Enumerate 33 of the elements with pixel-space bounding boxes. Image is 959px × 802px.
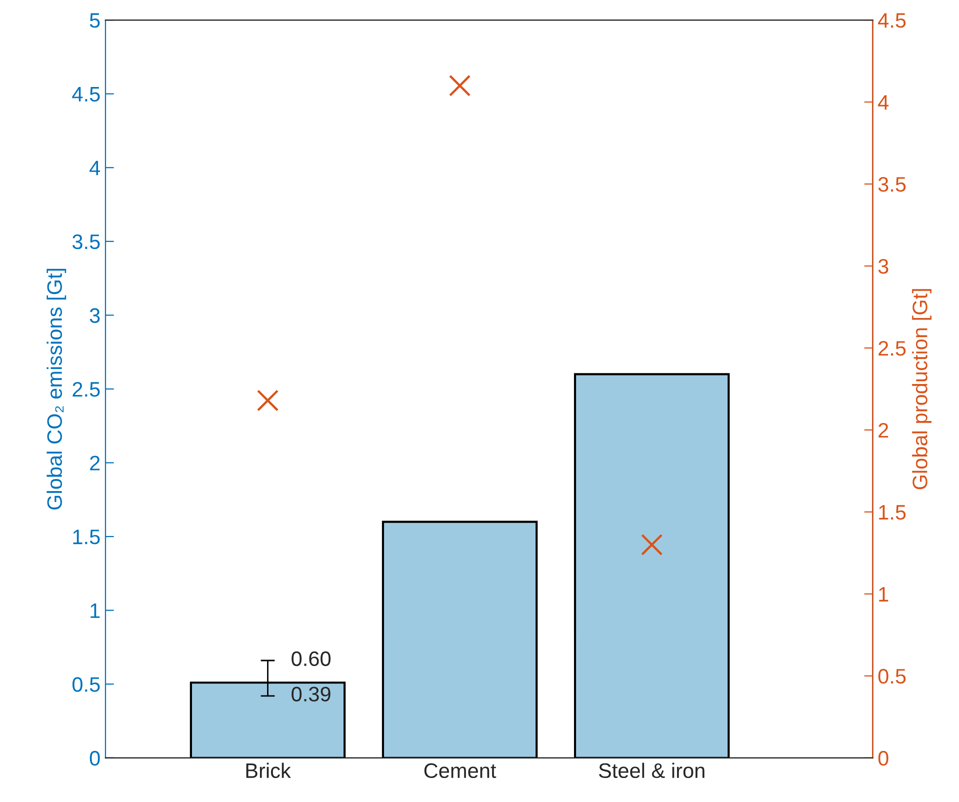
y-tick-label: 2.5 (72, 382, 100, 397)
x-tick-label: Cement (424, 763, 496, 778)
y-tick-label: 0.5 (72, 677, 100, 692)
y2-tick-label: 1 (879, 587, 888, 602)
bar (382, 520, 538, 758)
y2-tick-label: 0 (878, 750, 888, 766)
y2-tick-label: 1.5 (879, 505, 906, 520)
y-tick-label: 2 (90, 456, 100, 470)
y2-tick-label: 3 (878, 259, 888, 274)
x-tick-label: Steel & iron (598, 762, 704, 778)
y-tick-label: 4.5 (72, 87, 100, 102)
y-tick-label: 3.5 (72, 234, 100, 250)
bar (574, 373, 730, 758)
point (256, 390, 279, 412)
y-tick-label: 5 (90, 13, 100, 28)
point (448, 74, 471, 96)
y2-tick-label: 3.5 (878, 177, 906, 192)
y-axis-title: Global CO₂ emissions [Gt] (46, 268, 66, 510)
y-tick-label: 4 (90, 160, 100, 176)
y2-axis-title: Global production [Gt] (912, 289, 932, 490)
y2-tick-label: 2 (878, 422, 888, 438)
point (641, 534, 663, 556)
y-tick-label: 0 (90, 750, 100, 766)
y-tick-label: 1 (90, 604, 100, 618)
annotation: 0.39 (292, 686, 330, 702)
y2-tick-label: 4.5 (878, 13, 906, 28)
y-tick-label: 3 (90, 308, 100, 323)
annotation: 0.60 (292, 651, 331, 666)
x-tick-label: Brick (246, 762, 291, 778)
y2-tick-label: 0.5 (878, 668, 906, 684)
y-tick-label: 1.5 (73, 530, 100, 544)
y2-tick-label: 2.5 (878, 340, 906, 356)
y2-tick-label: 4 (878, 95, 889, 110)
